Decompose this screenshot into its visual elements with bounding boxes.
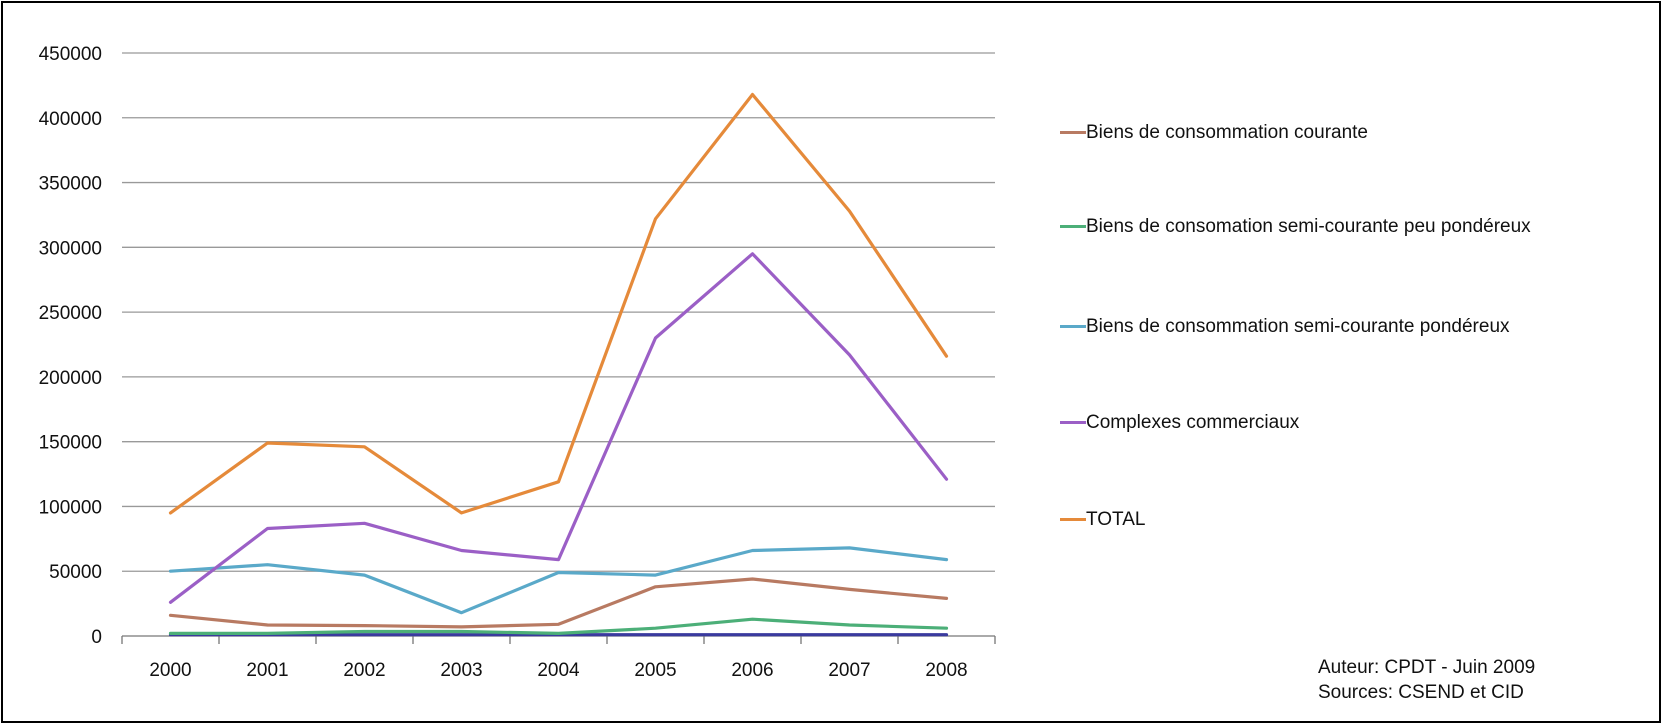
x-tick-label: 2005: [634, 660, 676, 681]
y-tick-label: 250000: [39, 303, 102, 324]
legend-item-semi-courante-ponderaux: Biens de consommation semi-courante pond…: [1060, 314, 1650, 340]
legend-item-semi-courante-peu-ponderaux: Biens de consomation semi-courante peu p…: [1060, 214, 1650, 240]
author-credit: Auteur: CPDT - Juin 2009: [1318, 657, 1536, 678]
y-tick-label: 0: [91, 627, 102, 648]
y-tick-label: 350000: [39, 174, 102, 195]
y-tick-label: 50000: [49, 562, 102, 583]
y-tick-label: 200000: [39, 368, 102, 389]
legend-item-courante: Biens de consommation courante: [1060, 120, 1650, 146]
y-tick-label: 400000: [39, 109, 102, 130]
y-tick-label: 450000: [39, 44, 102, 65]
x-tick-label: 2002: [343, 660, 385, 681]
series-line-2: [168, 546, 949, 615]
y-tick-label: 300000: [39, 238, 102, 259]
series-line-3: [168, 252, 949, 604]
legend-label: Complexes commerciaux: [1086, 412, 1300, 433]
legend-label: Biens de consomation semi-courante peu p…: [1086, 216, 1531, 237]
series-line-1: [168, 617, 949, 636]
x-tick-label: 2008: [925, 660, 967, 681]
sources-credit: Sources: CSEND et CID: [1318, 682, 1524, 703]
legend-label: Biens de consommation courante: [1086, 122, 1368, 143]
x-tick-label: 2000: [149, 660, 191, 681]
chart-credits: Auteur: CPDT - Juin 2009 Sources: CSEND …: [1318, 655, 1535, 705]
y-tick-label: 100000: [39, 497, 102, 518]
y-tick-label: 150000: [39, 433, 102, 454]
x-tick-label: 2003: [440, 660, 482, 681]
legend-label: Biens de consommation semi-courante pond…: [1086, 316, 1510, 337]
legend-swatch: [1060, 421, 1086, 424]
legend-swatch: [1060, 518, 1086, 521]
legend-item-total: TOTAL: [1060, 507, 1650, 533]
legend-swatch: [1060, 325, 1086, 328]
legend-item-complexes: Complexes commerciaux: [1060, 410, 1650, 436]
x-tick-label: 2001: [246, 660, 288, 681]
series-line-4: [168, 92, 949, 515]
x-tick-label: 2007: [828, 660, 870, 681]
series-line-0: [168, 577, 949, 629]
legend-swatch: [1060, 131, 1086, 134]
x-tick-label: 2004: [537, 660, 580, 681]
legend-label: TOTAL: [1086, 509, 1146, 530]
legend-swatch: [1060, 225, 1086, 228]
x-tick-label: 2006: [731, 660, 773, 681]
